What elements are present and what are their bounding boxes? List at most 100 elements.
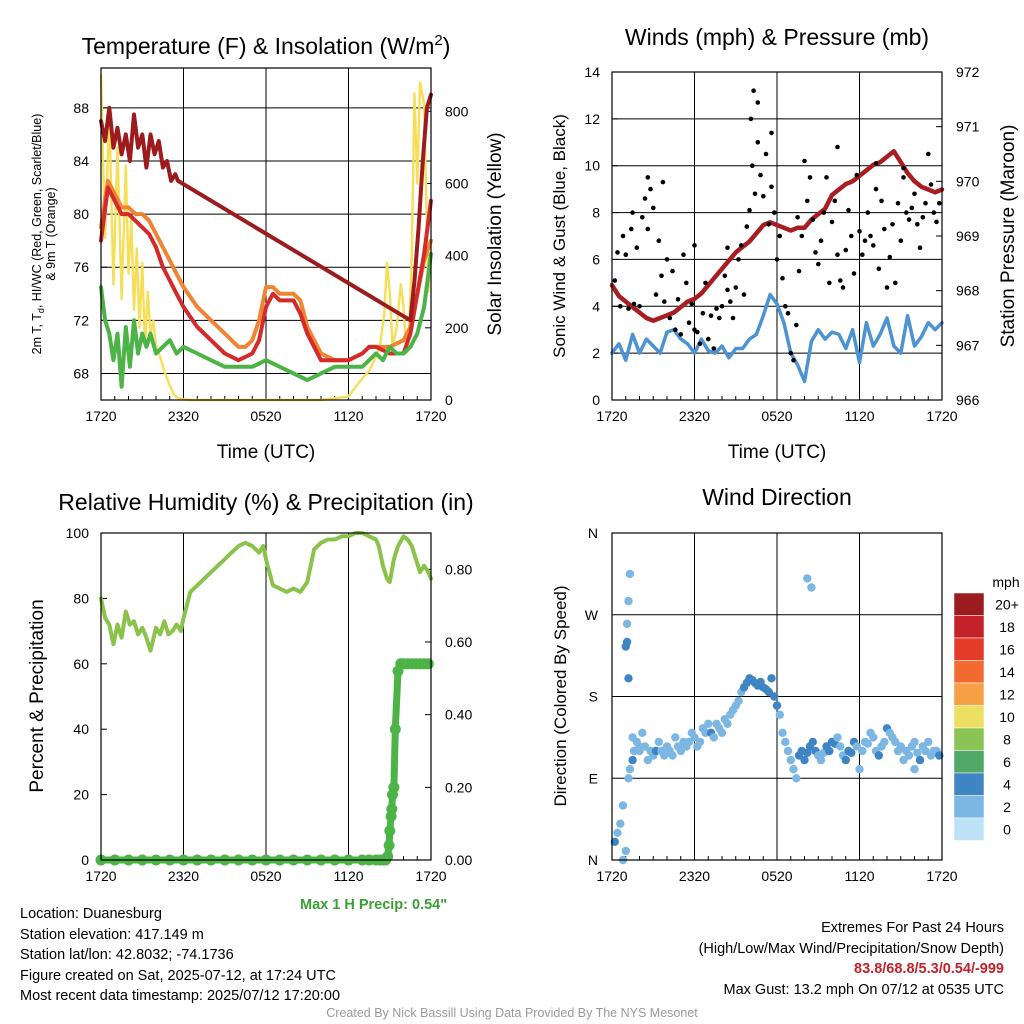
- direction-point: [800, 755, 809, 765]
- gust-point: [785, 311, 791, 316]
- direction-point: [786, 755, 795, 765]
- gust-point: [681, 252, 686, 257]
- direction-point: [803, 748, 812, 757]
- direction-point: [841, 755, 850, 765]
- gust-point: [860, 252, 865, 257]
- legend-swatch: [953, 637, 985, 661]
- direction-point: [654, 737, 663, 747]
- gust-point: [630, 210, 635, 215]
- precip-point: [386, 803, 398, 815]
- gust-point: [901, 175, 906, 180]
- x-tick-label: 1120: [333, 868, 363, 884]
- wind-panel: 1720 2320 0520 1120 172002468101214966967968…: [550, 24, 1019, 463]
- humidity-panel: 1720 2320 0520 1120 17200204060801000.000.20…: [27, 489, 474, 884]
- precip-point: [384, 825, 396, 837]
- extremes-values: 83.8/68.8/5.3/0.54/-999: [854, 961, 1004, 977]
- gust-point: [774, 257, 780, 262]
- gust-point: [906, 217, 912, 222]
- gust-point: [751, 88, 756, 93]
- gust-point: [750, 163, 755, 168]
- x-tick-label: 1120: [844, 408, 874, 424]
- gust-point: [620, 233, 626, 239]
- x-axis-label: Time (UTC): [728, 442, 827, 463]
- y-axis-label: Percent & Precipitation: [27, 599, 48, 792]
- legend-label: 16: [999, 641, 1015, 657]
- y2-tick-label: 971: [956, 119, 980, 135]
- direction-point: [833, 733, 842, 742]
- gust-point: [711, 346, 717, 351]
- y-tick-label: 2: [592, 345, 600, 361]
- y-tick-label: 100: [66, 525, 90, 541]
- gust-point: [904, 210, 909, 215]
- temperature-panel: 1720 2320 0520 1120 1720 68 72 76 80 84 88 0 200 400 6…: [30, 32, 506, 463]
- gust-point: [623, 252, 629, 257]
- direction-point: [624, 774, 633, 783]
- gust-point: [846, 207, 851, 213]
- direction-point: [858, 746, 867, 756]
- direction-point: [855, 765, 864, 774]
- legend-label: 8: [1003, 731, 1011, 747]
- direction-point: [792, 774, 801, 783]
- y2-tick-label: 600: [445, 175, 469, 191]
- gust-point: [895, 200, 901, 206]
- gust-point: [670, 268, 675, 274]
- created-text: Figure created on Sat, 2025-07-12, at 17…: [20, 967, 336, 984]
- t2m-line: [99, 185, 433, 363]
- gust-point: [893, 280, 898, 286]
- gust-point: [752, 191, 758, 197]
- direction-point: [734, 696, 743, 706]
- credit-text: Created By Nick Bassill Using Data Provi…: [326, 1006, 698, 1020]
- gust-point: [838, 278, 843, 283]
- gust-point: [829, 219, 835, 225]
- gust-point: [637, 304, 642, 309]
- gust-point: [882, 226, 887, 232]
- gust-point: [876, 266, 882, 272]
- gust-point: [618, 304, 623, 309]
- precip-point: [383, 840, 395, 851]
- x-tick-label: 1720: [926, 868, 957, 884]
- gust-point: [879, 198, 884, 204]
- gust-point: [865, 210, 871, 215]
- y2-tick-label: 0.00: [445, 852, 472, 868]
- precip-point: [389, 723, 401, 735]
- gust-point: [766, 222, 772, 227]
- gust-point: [813, 250, 818, 255]
- direction-point: [869, 733, 878, 742]
- gust-point: [772, 210, 777, 215]
- y-tick-label: 80: [73, 206, 89, 222]
- y2-tick-label: 0.20: [445, 779, 472, 795]
- gust-point: [807, 175, 813, 180]
- direction-point: [803, 574, 812, 583]
- y-tick-label: 40: [73, 721, 89, 737]
- y2-tick-label: 967: [956, 337, 980, 353]
- precip-point: [382, 850, 394, 862]
- direction-point: [910, 737, 919, 747]
- gust-point: [854, 172, 860, 178]
- gust-point: [928, 182, 934, 187]
- gust-point: [901, 165, 906, 171]
- gust-point: [631, 301, 637, 307]
- x-tick-label: 1720: [415, 868, 446, 884]
- direction-point: [717, 728, 727, 737]
- direction-point: [628, 755, 637, 765]
- gust-point: [730, 315, 736, 321]
- direction-point: [808, 737, 817, 747]
- gust-point: [761, 193, 766, 199]
- gust-point: [794, 322, 799, 328]
- gust-point: [651, 205, 656, 211]
- gust-point: [662, 299, 667, 304]
- direction-point: [695, 737, 705, 747]
- gust-point: [648, 186, 653, 192]
- y2-tick-label: 968: [956, 283, 980, 299]
- max-precip-label: Max 1 H Precip: 0.54": [300, 897, 448, 913]
- gust-point: [871, 243, 876, 248]
- y2-tick-label: 970: [956, 173, 980, 189]
- gust-point: [733, 285, 739, 290]
- x-tick-label: 2320: [168, 408, 199, 424]
- x-tick-label: 1720: [415, 408, 446, 424]
- precip-point: [388, 781, 400, 793]
- dewpoint-line: [99, 251, 433, 389]
- y2-tick-label: 969: [956, 228, 980, 244]
- direction-point: [781, 737, 790, 747]
